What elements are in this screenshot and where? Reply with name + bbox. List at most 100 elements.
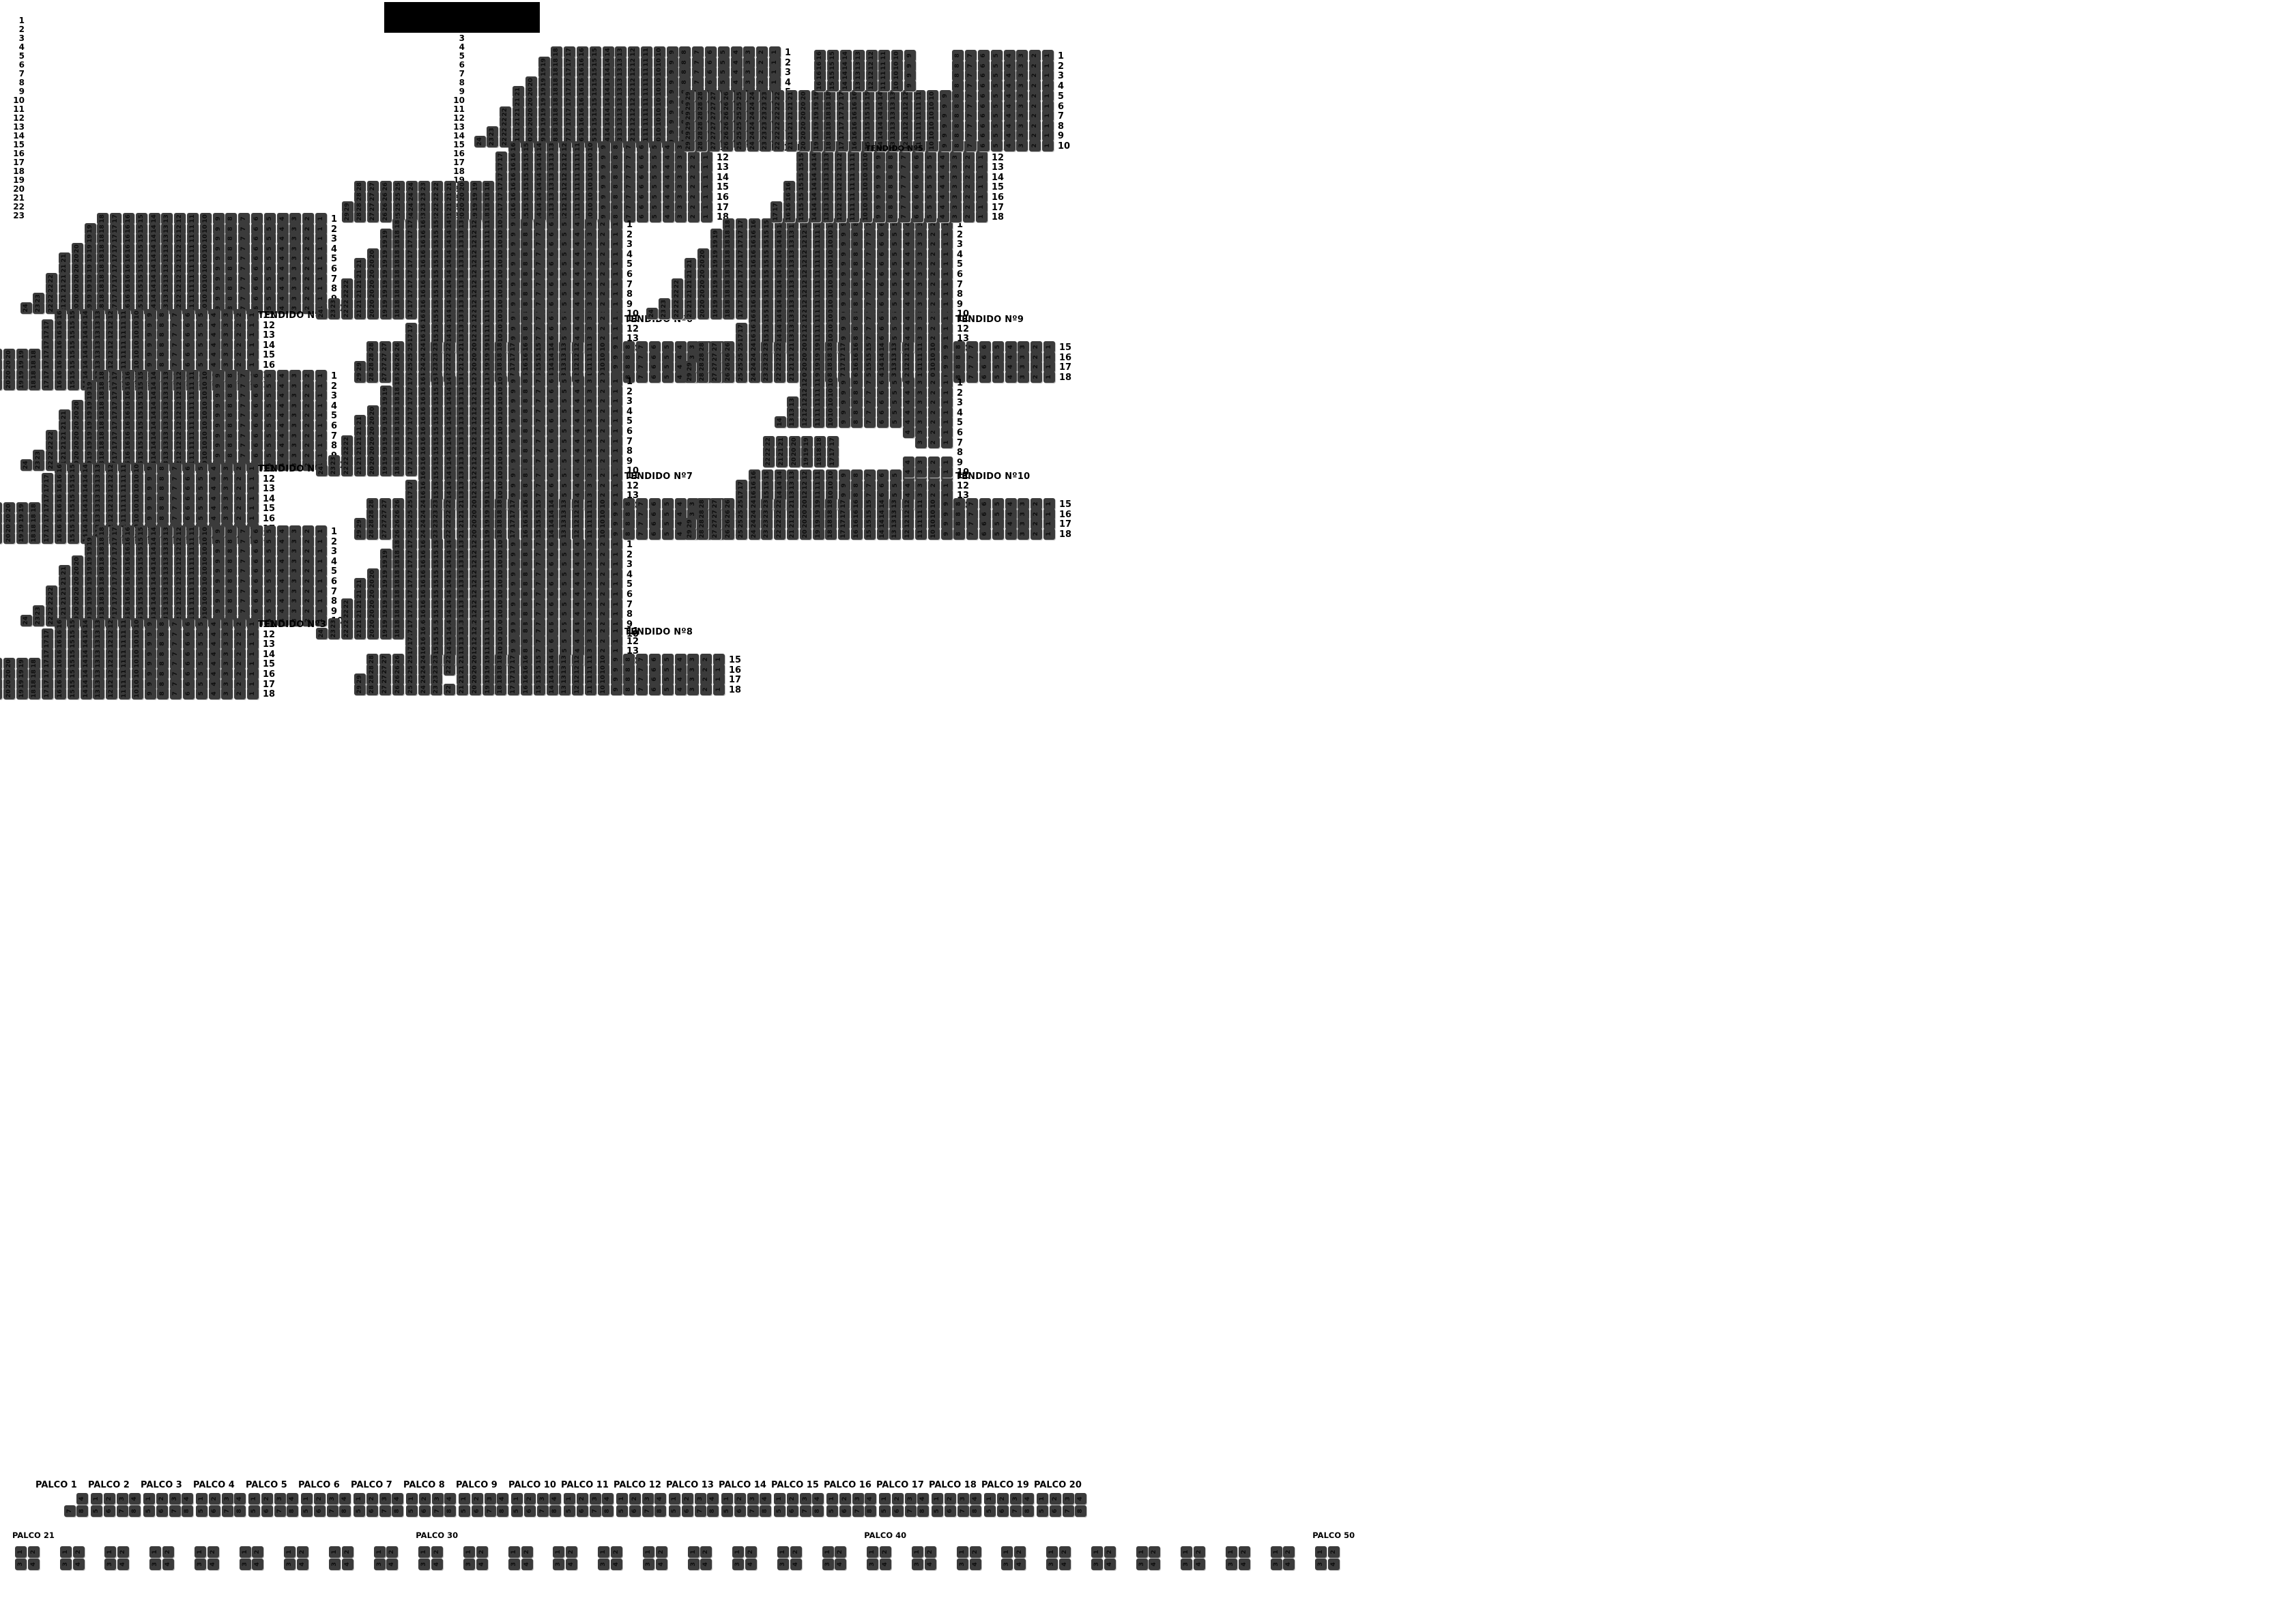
tendido-8-seat[interactable]: 23: [328, 628, 341, 640]
tendido-1-seat[interactable]: 10: [199, 272, 212, 285]
tendido-1-seat[interactable]: 19: [16, 379, 28, 391]
tendido-1-seat[interactable]: 9: [212, 263, 225, 274]
tendido-1-seat[interactable]: 9: [212, 233, 225, 245]
palco-27-seat[interactable]: 2: [297, 1546, 308, 1558]
palco-6-seat[interactable]: 3: [326, 1493, 338, 1505]
tendido-10-seat[interactable]: 25: [735, 527, 747, 540]
tendido-5-seat[interactable]: 8: [952, 140, 964, 151]
palco-10-seat[interactable]: 6: [523, 1505, 536, 1517]
palco-7-seat[interactable]: 2: [366, 1493, 378, 1505]
tendido-1-seat[interactable]: 5: [263, 272, 276, 285]
tendido-1-seat[interactable]: 20: [71, 252, 83, 265]
palco-7-seat[interactable]: 7: [379, 1505, 391, 1517]
tendido-1-seat[interactable]: 5: [263, 242, 276, 255]
palco-7-seat[interactable]: 1: [354, 1493, 365, 1505]
palco-3-seat[interactable]: 3: [169, 1493, 181, 1505]
palco-7-seat[interactable]: 8: [392, 1505, 404, 1517]
tendido-1-seat[interactable]: 18: [97, 242, 109, 255]
tendido-1-seat[interactable]: 11: [187, 282, 199, 295]
palco-37-seat[interactable]: 1: [732, 1546, 745, 1558]
tendido-5-seat[interactable]: 9: [904, 79, 916, 91]
tendido-1-seat[interactable]: 3: [289, 282, 302, 295]
tendido-10-seat[interactable]: 22: [763, 456, 775, 468]
palco-27-seat[interactable]: 3: [284, 1558, 296, 1570]
palco-19-seat[interactable]: 4: [1022, 1493, 1035, 1505]
palco-15-seat[interactable]: 1: [774, 1493, 785, 1505]
tendido-10-seat[interactable]: 1: [941, 436, 953, 448]
tendido-8-seat[interactable]: 1: [713, 683, 725, 695]
tendido-9-seat[interactable]: 23: [659, 308, 671, 320]
tendido-5-seat[interactable]: 16: [783, 211, 795, 223]
palco-24-seat[interactable]: 3: [149, 1558, 162, 1570]
tendido-5-seat[interactable]: 13: [822, 211, 834, 223]
palco-11-seat[interactable]: 6: [576, 1505, 588, 1517]
palco-17-seat[interactable]: 1: [879, 1493, 891, 1505]
palco-14-seat[interactable]: 6: [734, 1505, 746, 1517]
palco-13-seat[interactable]: 5: [669, 1505, 680, 1517]
palco-43-seat[interactable]: 1: [1001, 1546, 1013, 1558]
tendido-1-seat[interactable]: 3: [289, 233, 302, 245]
tendido-1-seat[interactable]: 4: [276, 282, 289, 295]
tendido-7-seat[interactable]: 19: [379, 465, 392, 477]
palco-20-seat[interactable]: 2: [1049, 1493, 1061, 1505]
tendido-1-seat[interactable]: 15: [135, 263, 147, 274]
tendido-4-seat[interactable]: 23: [487, 136, 499, 148]
palco-6-seat[interactable]: 1: [301, 1493, 313, 1505]
palco-18-seat[interactable]: 6: [944, 1505, 956, 1517]
tendido-6-seat[interactable]: 5: [661, 371, 674, 383]
tendido-1-seat[interactable]: 10: [199, 233, 212, 245]
tendido-1-seat[interactable]: 13: [161, 282, 173, 295]
tendido-1-seat[interactable]: 17: [110, 213, 122, 224]
tendido-8-seat[interactable]: 17: [508, 683, 520, 695]
tendido-1-seat[interactable]: 19: [84, 272, 96, 285]
palco-5-seat[interactable]: 7: [274, 1505, 286, 1517]
tendido-8-seat[interactable]: 28: [366, 683, 379, 695]
tendido-1-seat[interactable]: 19: [84, 282, 96, 295]
tendido-2-seat[interactable]: 19: [16, 532, 28, 545]
tendido-1-seat[interactable]: 12: [174, 272, 186, 285]
tendido-5-seat[interactable]: 29: [682, 140, 695, 151]
tendido-5-seat[interactable]: 6: [912, 211, 923, 223]
tendido-10-seat[interactable]: 7: [966, 527, 979, 540]
tendido-1-seat[interactable]: 13: [161, 213, 173, 224]
tendido-1-seat[interactable]: 9: [212, 242, 225, 255]
palco-10-seat[interactable]: 5: [511, 1505, 523, 1517]
tendido-6-seat[interactable]: 21: [354, 308, 366, 320]
palco-11-seat[interactable]: 4: [602, 1493, 614, 1505]
tendido-3-seat[interactable]: 15: [67, 688, 79, 700]
palco-16-seat[interactable]: 6: [839, 1505, 851, 1517]
palco-15-seat[interactable]: 4: [812, 1493, 824, 1505]
tendido-10-seat[interactable]: 19: [812, 527, 824, 540]
tendido-10-seat[interactable]: 18: [825, 527, 837, 540]
tendido-1-seat[interactable]: 21: [0, 379, 2, 391]
palco-1-seat[interactable]: 4: [76, 1493, 89, 1505]
tendido-10-seat[interactable]: 3: [1018, 527, 1030, 540]
palco-5-seat[interactable]: 1: [248, 1493, 260, 1505]
tendido-9-seat[interactable]: 18: [723, 308, 735, 320]
palco-29-seat[interactable]: 4: [386, 1558, 399, 1570]
tendido-1-seat[interactable]: 14: [148, 242, 160, 255]
tendido-1-seat[interactable]: 5: [263, 282, 276, 295]
palco-41-seat[interactable]: 3: [912, 1558, 923, 1570]
palco-18-seat[interactable]: 8: [970, 1505, 982, 1517]
palco-12-seat[interactable]: 3: [641, 1493, 654, 1505]
palco-6-seat[interactable]: 7: [326, 1505, 338, 1517]
palco-4-seat[interactable]: 1: [196, 1493, 207, 1505]
tendido-10-seat[interactable]: 6: [877, 416, 889, 429]
palco-48-seat[interactable]: 4: [1238, 1558, 1250, 1570]
tendido-1-seat[interactable]: 19: [84, 222, 96, 235]
tendido-3-seat[interactable]: 14: [80, 688, 92, 700]
palco-3-seat[interactable]: 4: [182, 1493, 194, 1505]
tendido-1-seat[interactable]: 3: [289, 263, 302, 274]
tendido-10-seat[interactable]: 12: [902, 527, 914, 540]
palco-10-seat[interactable]: 3: [536, 1493, 549, 1505]
tendido-1-seat[interactable]: 20: [3, 379, 15, 391]
tendido-10-seat[interactable]: 3: [915, 466, 927, 478]
palco-7-seat[interactable]: 3: [379, 1493, 391, 1505]
tendido-8-seat[interactable]: 8: [623, 683, 635, 695]
tendido-9-seat[interactable]: 4: [1005, 371, 1017, 383]
palco-27-seat[interactable]: 1: [284, 1546, 296, 1558]
tendido-1-seat[interactable]: 11: [187, 263, 199, 274]
tendido-4-seat[interactable]: 28: [354, 211, 366, 223]
palco-4-seat[interactable]: 5: [196, 1505, 207, 1517]
